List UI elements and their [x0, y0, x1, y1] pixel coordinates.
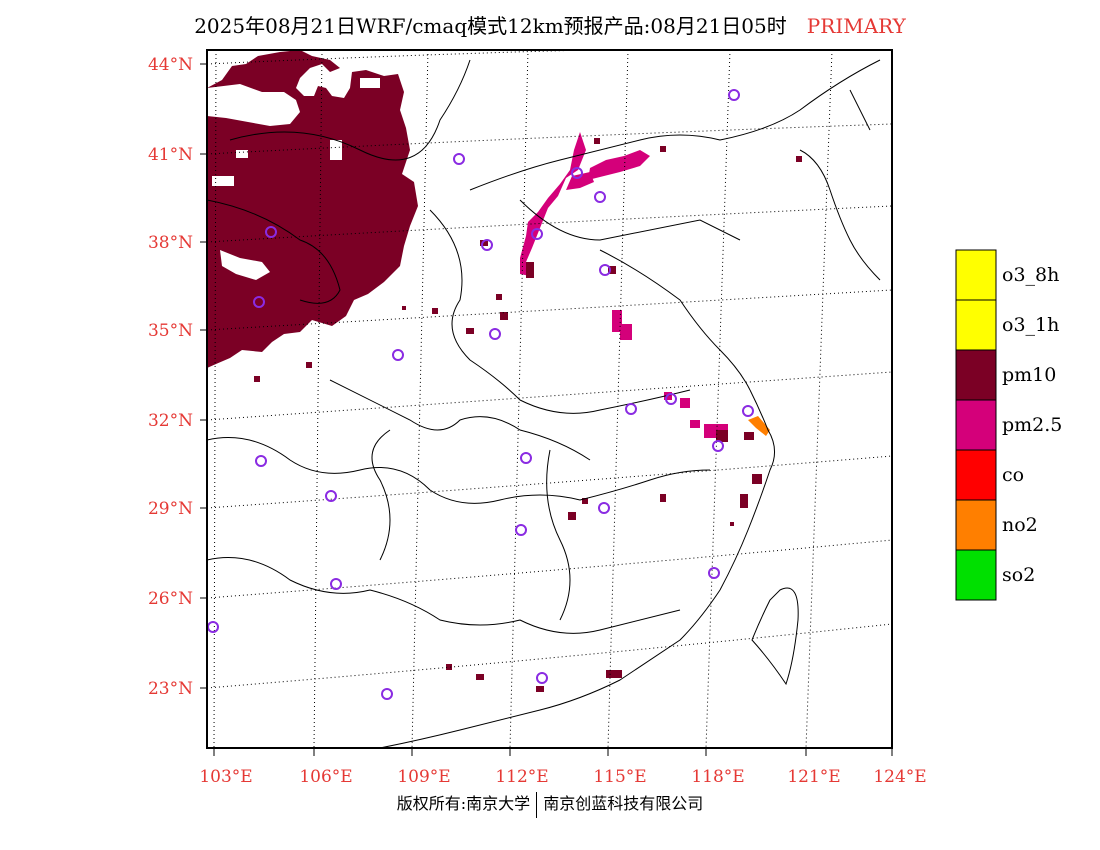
station-marker	[481, 239, 493, 251]
station-marker	[536, 672, 548, 684]
station-marker	[598, 502, 610, 514]
lat-label: 38°N	[148, 233, 193, 253]
lat-label: 44°N	[148, 55, 193, 75]
station-marker	[489, 328, 501, 340]
lon-ticks	[213, 748, 893, 756]
lat-label: 23°N	[148, 679, 193, 699]
legend-swatch-co	[955, 449, 997, 501]
station-marker	[625, 403, 637, 415]
legend-label-co: co	[1002, 464, 1025, 486]
lon-labels: 103°E 106°E 109°E 112°E 115°E 118°E 121°…	[199, 767, 926, 787]
lat-label: 26°N	[148, 589, 193, 609]
station-marker	[599, 264, 611, 276]
lon-label: 124°E	[873, 767, 926, 787]
station-marker	[325, 490, 337, 502]
legend-label-pm10: pm10	[1002, 364, 1057, 386]
legend-swatch-o3-8h	[955, 249, 997, 301]
pm10-gaps	[207, 78, 380, 280]
no2-patch-shanghai	[748, 416, 770, 436]
legend-swatch-pm10	[955, 349, 997, 401]
station-marker	[520, 452, 532, 464]
station-marker	[207, 621, 219, 633]
lon-label: 106°E	[299, 767, 352, 787]
legend-swatch-no2	[955, 499, 997, 551]
pm10-scatter	[254, 138, 802, 692]
station-marker	[708, 567, 720, 579]
lat-ticks	[200, 63, 207, 689]
legend-label-o3-8h: o3_8h	[1002, 264, 1060, 286]
lat-labels: 44°N 41°N 38°N 35°N 32°N 29°N 26°N 23°N	[148, 55, 193, 699]
legend-label-pm25: pm2.5	[1002, 414, 1063, 436]
copyright-footer: 版权所有:南京大学 南京创蓝科技有限公司	[0, 790, 1100, 818]
station-marker	[330, 578, 342, 590]
copyright-right: 南京创蓝科技有限公司	[543, 794, 704, 813]
station-marker	[742, 405, 754, 417]
legend	[955, 249, 997, 601]
station-marker	[515, 524, 527, 536]
legend-label-so2: so2	[1002, 564, 1036, 586]
station-marker	[265, 226, 277, 238]
legend-swatch-pm25	[955, 399, 997, 451]
lat-label: 32°N	[148, 411, 193, 431]
legend-swatch-so2	[955, 549, 997, 601]
station-marker	[453, 153, 465, 165]
station-marker	[381, 688, 393, 700]
station-marker	[594, 191, 606, 203]
map-title: 2025年08月21日WRF/cmaq模式12km预报产品:08月21日05时 …	[0, 10, 1100, 39]
lon-label: 109°E	[397, 767, 450, 787]
legend-label-no2: no2	[1002, 514, 1038, 536]
boundaries	[207, 59, 881, 748]
title-text: 2025年08月21日WRF/cmaq模式12km预报产品:08月21日05时	[194, 14, 787, 38]
pm10-region-northwest	[207, 50, 418, 368]
station-marker	[531, 228, 543, 240]
pm25-belt-north	[520, 132, 728, 438]
lon-label: 118°E	[691, 767, 744, 787]
graticule	[207, 50, 892, 748]
legend-label-o3-1h: o3_1h	[1002, 314, 1060, 336]
pollutant-tag: PRIMARY	[806, 14, 906, 38]
station-marker	[728, 89, 740, 101]
lon-label: 112°E	[495, 767, 548, 787]
map-frame	[206, 49, 893, 749]
legend-swatch-o3-1h	[955, 299, 997, 351]
copyright-left: 版权所有:南京大学	[396, 794, 531, 813]
station-marker	[571, 167, 583, 179]
station-marker	[392, 349, 404, 361]
lon-label: 115°E	[593, 767, 646, 787]
station-markers	[207, 89, 754, 700]
lat-label: 35°N	[148, 321, 193, 341]
lat-label: 41°N	[148, 145, 193, 165]
station-marker	[665, 393, 677, 405]
footer-separator	[536, 791, 538, 818]
station-marker	[253, 296, 265, 308]
lon-label: 121°E	[787, 767, 840, 787]
station-marker	[712, 440, 724, 452]
station-marker	[255, 455, 267, 467]
lon-label: 103°E	[199, 767, 252, 787]
lat-label: 29°N	[148, 499, 193, 519]
